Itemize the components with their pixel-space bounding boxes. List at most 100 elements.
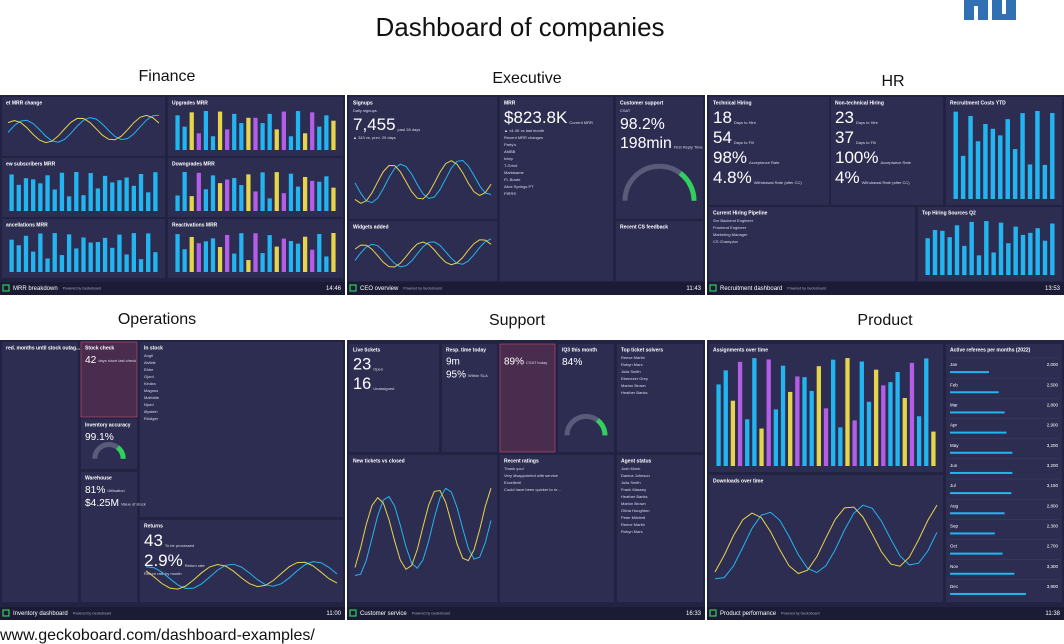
decor-bar [203,241,209,272]
widget [617,455,703,602]
widget-text: Gjord [144,374,154,379]
decor-bar [1050,112,1055,199]
decor-bar [730,400,736,466]
widget-text: Intep [504,156,514,161]
decor-bar [991,252,996,275]
footer-time: 13:53 [1045,286,1061,292]
decor-bar [816,366,821,466]
widget-text: ▲ 343 vs. prev. 29 days [353,135,396,140]
big-number: 16 [353,375,371,393]
widget-caption: Days to Hire [734,120,757,125]
decor-bar [246,260,251,272]
widget-text: CS Champion [713,239,738,244]
widget [80,341,138,418]
widget-text: FIRRS [504,191,516,196]
dashboard-footer [707,282,1064,295]
dashboard: Inventory dashboard Powered by Geckoboard… [0,340,345,620]
decor-bar [902,398,907,466]
decor-bar [232,178,237,211]
widget [500,97,613,281]
row-bar [950,572,1015,575]
widget-caption: days since last check [98,358,136,363]
decor-bar [331,233,336,272]
widget-text: Reece Martin [621,522,645,527]
decor-bar [66,196,72,211]
row-value: 2,800 [1047,403,1059,408]
decor-bar [324,176,329,211]
decor-bar [780,365,786,466]
decor-bar [976,255,982,275]
decor-line [354,159,492,204]
decor-bar [260,253,265,272]
decor-bar [288,136,294,150]
widget-text: T-Grind [504,163,517,168]
decor-bar [203,111,209,150]
decor-bar [274,246,279,272]
decor-bar [331,120,336,150]
decor-bar [859,361,864,466]
decor-bar [288,173,294,211]
decor-bar [838,427,843,466]
decor-bar [253,233,258,272]
widget-title: Non-technical Hiring [835,100,884,106]
decor-bar [998,222,1004,275]
decor-bar [81,237,86,272]
big-number: 2.9% [144,551,183,570]
decor-bar [288,241,294,272]
footer-time: 11:38 [1045,611,1060,617]
widget-text: ▲ ±4.4K vs last month [504,128,544,133]
row-label: Aug [950,503,959,508]
decor-bar [102,237,108,272]
widget [709,207,915,281]
decor-bar [317,233,322,272]
footer-name: Recruitment dashboard [720,286,782,292]
decor-bar [324,115,329,150]
row-bar [950,471,1013,474]
widget-title: Downgrades MRR [172,161,215,167]
decor-bar [253,191,258,211]
widget-caption: Acceptance Rate [749,160,780,165]
big-number: $823.8K [504,108,568,127]
decor-bar [88,242,93,272]
widget [81,472,137,602]
decor-bar [217,183,223,211]
decor-bar [925,238,930,275]
widget-caption: First Reply Time [674,145,704,150]
widget-title: ancellations MRR [6,222,48,228]
decor-bar [788,391,793,466]
dashboard-label: Executive [492,70,561,87]
widget-caption: Withdrawal Rate (after CC) [862,180,911,185]
row-label: Dec [950,584,959,589]
widget-title: Live tickets [353,347,380,353]
decor-bar [310,249,315,272]
decor-bar [969,221,974,275]
big-number: 89% [504,357,524,368]
decor-gauge-fill [115,445,126,459]
decor-bar [74,248,79,272]
decor-bar [324,256,329,272]
big-number: 100% [835,148,878,167]
footer-logo [349,609,357,617]
widget [617,344,703,452]
decor-bar [302,176,308,211]
decor-bar [795,376,800,466]
widget [918,207,1062,281]
decor-bar [1035,228,1040,275]
decor-bar [852,420,857,466]
widget [616,221,703,281]
decor-bar [260,123,265,150]
widget-title: Downloads over time [713,478,764,484]
decor-bar [983,124,988,199]
footer-powered: Powered by Geckoboard [73,611,112,615]
dashboard-label: Support [489,312,546,329]
footer-powered: Powered by Geckoboard [781,611,820,615]
widget [349,344,439,452]
widget-title: Active referees per months (2022) [950,347,1031,353]
decor-bar [260,172,265,211]
row-bar [950,492,1012,495]
widget [709,97,829,205]
widget-caption: Within SLA [468,373,488,378]
widget-caption: CSAT today [526,360,547,365]
widget-caption: Days to Fill [856,140,876,145]
widget [442,344,497,452]
